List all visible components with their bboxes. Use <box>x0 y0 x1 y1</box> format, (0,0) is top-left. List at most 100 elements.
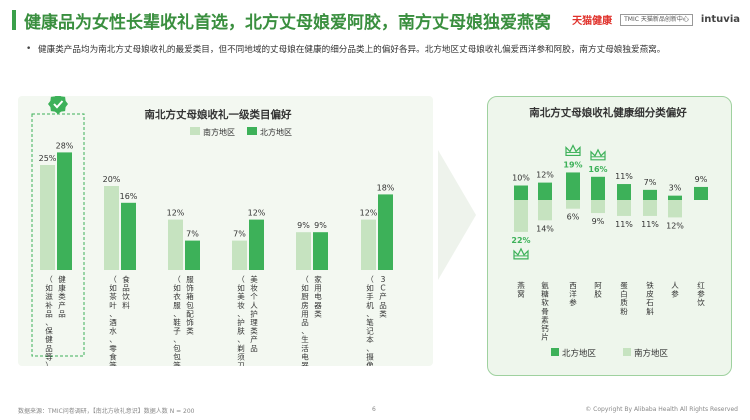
category-label: 西洋参 <box>569 281 577 307</box>
category-label: 人参 <box>671 281 679 299</box>
category-detail-label: （如美妆、护肤、剃须刀、香薰等） <box>237 275 245 366</box>
bar-north <box>514 185 528 200</box>
bar-south <box>617 200 631 216</box>
bullet-icon: • <box>26 44 32 54</box>
bar-value-label: 12% <box>248 209 266 218</box>
bar-value-label: 7% <box>233 230 246 239</box>
bar-north <box>121 202 136 270</box>
page-title: 健康品为女性长辈收礼首选，北方丈母娘爱阿胶，南方丈母娘独爱燕窝 <box>24 13 551 33</box>
bar-north <box>378 194 393 270</box>
bar-south <box>40 165 55 270</box>
bar-north <box>643 189 657 200</box>
legend-north-swatch <box>551 348 559 356</box>
bar-south <box>643 200 657 216</box>
bar-value-label: 12% <box>167 209 185 218</box>
copyright: © Copyright By Alibaba Health All Rights… <box>585 406 738 413</box>
bar-north <box>591 176 605 200</box>
category-detail-label: （如手机、笔记本、摄像机等） <box>366 275 374 366</box>
footer-source: 数据来源：TMIC问卷调研，【南北方收礼意识】数据人数 N = 200 <box>18 408 195 415</box>
bar-south <box>104 186 119 270</box>
bar-south <box>566 200 580 209</box>
bar-south <box>361 219 376 270</box>
bar-south <box>668 200 682 218</box>
bar-value-label: 7% <box>186 230 199 239</box>
page-number: 6 <box>372 406 376 413</box>
category-label: 美妆个人护理类产品 <box>250 274 258 353</box>
category-label: 阿胶 <box>594 281 602 299</box>
legend-south-label: 南方地区 <box>634 348 669 359</box>
bar-value-label: 9% <box>297 221 310 230</box>
arrow-right-icon <box>438 150 476 280</box>
bar-value-label: 7% <box>644 178 657 187</box>
chart2-title: 南北方丈母娘收礼健康细分类偏好 <box>529 106 687 119</box>
bar-value-label: 12% <box>360 209 378 218</box>
crown-icon <box>513 247 529 260</box>
bar-north <box>313 232 328 270</box>
bar-north <box>694 186 708 200</box>
bar-value-label: 12% <box>666 221 684 230</box>
bar-value-label: 14% <box>536 224 554 233</box>
bar-value-label: 16% <box>588 165 607 174</box>
category-detail-label: （如茶叶、酒水、零食等） <box>109 275 117 366</box>
bar-north <box>57 152 72 270</box>
category-label: 3 C 产品类 <box>379 275 387 318</box>
logo-group: 天猫健康 TMIC 天猫新品创新中心 intuvia <box>572 12 740 27</box>
page-description: 健康类产品均为南北方丈母娘收礼的最爱类目，但不同地域的丈母娘在健康的细分品类上的… <box>38 45 666 55</box>
bar-north <box>538 182 552 200</box>
bar-value-label: 19% <box>563 160 582 169</box>
bar-value-label: 16% <box>120 192 138 201</box>
title-accent-bar <box>12 10 16 30</box>
category-label: 燕窝 <box>517 280 525 299</box>
bar-value-label: 9% <box>314 221 327 230</box>
bar-south <box>538 200 552 221</box>
intuvia-logo: intuvia <box>700 14 740 25</box>
right-chart-panel <box>487 96 732 376</box>
crown-icon <box>565 144 581 157</box>
legend-north-label: 北方地区 <box>260 127 292 137</box>
health-subcategory-chart: 南北方丈母娘收礼健康细分类偏好 10% 22% 燕窝 12% 14% 氨糖软骨素钙片 19% 6… <box>511 106 708 359</box>
bar-south <box>514 200 528 232</box>
legend-south-swatch <box>623 348 631 356</box>
bar-north <box>566 172 580 200</box>
bar-value-label: 18% <box>377 183 395 192</box>
tmall-health-logo: 天猫健康 <box>572 16 613 27</box>
legend-south-label: 南方地区 <box>203 127 235 137</box>
bar-value-label: 9% <box>695 175 708 184</box>
bar-north <box>249 219 264 270</box>
bar-north <box>617 184 631 200</box>
bar-north <box>668 195 682 200</box>
bar-south <box>591 200 605 214</box>
crown-icon <box>590 148 606 161</box>
bar-value-label: 11% <box>615 172 633 181</box>
check-badge-icon <box>48 96 68 114</box>
bar-value-label: 3% <box>669 184 682 193</box>
bar-value-label: 6% <box>567 213 580 222</box>
bar-value-label: 9% <box>592 217 605 226</box>
bar-south <box>296 232 311 270</box>
bar-value-label: 20% <box>103 175 121 184</box>
category-detail-label: （如衣服、鞋子、包包等） <box>173 275 181 366</box>
legend-north-label: 北方地区 <box>562 348 597 359</box>
bar-value-label: 12% <box>536 171 554 180</box>
category-label: 食品饮料 <box>122 274 130 310</box>
category-label: 红参饮 <box>697 280 705 307</box>
category-label: 家用电器类 <box>314 274 322 318</box>
bar-value-label: 11% <box>615 220 633 229</box>
legend-south-swatch <box>190 127 200 135</box>
bar-value-label: 11% <box>641 220 659 229</box>
category-detail-label: （如滋补品、保健品等） <box>45 275 53 366</box>
category-label: 铁皮石斛 <box>646 280 654 316</box>
category-label: 健康类产品 <box>58 274 66 318</box>
category-label: 蛋白质粉 <box>620 281 628 316</box>
category-label: 服饰箱包配饰类 <box>186 275 194 336</box>
tmic-logo: TMIC 天猫新品创新中心 <box>620 13 693 26</box>
legend-north-swatch <box>247 127 257 135</box>
bar-value-label: 28% <box>56 141 74 150</box>
bar-south <box>232 240 247 270</box>
bar-value-label: 25% <box>39 154 57 163</box>
bar-value-label: 10% <box>512 174 530 183</box>
category-label: 氨糖软骨素钙片 <box>541 280 549 342</box>
bar-value-label: 22% <box>511 236 530 245</box>
chart1-title: 南北方丈母娘收礼一级类目偏好 <box>145 108 292 121</box>
